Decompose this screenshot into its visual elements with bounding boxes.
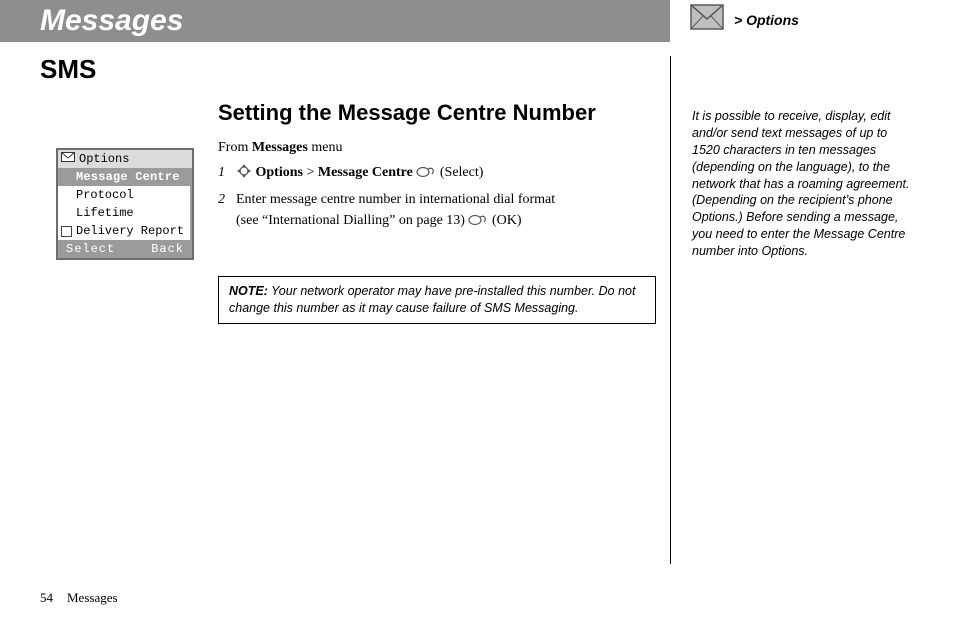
phone-row-label: Message Centre bbox=[76, 170, 180, 184]
footer-section: Messages bbox=[67, 590, 118, 605]
phone-row-selected: Message Centre bbox=[58, 168, 192, 186]
step-1: 1 Options > Message Centre bbox=[218, 162, 658, 187]
section-heading: Setting the Message Centre Number bbox=[218, 100, 596, 126]
page-title: Messages bbox=[40, 4, 183, 38]
ok-action-icon bbox=[416, 165, 436, 187]
step1-tail: (Select) bbox=[436, 165, 483, 180]
intro-line: From Messages menu bbox=[218, 140, 342, 156]
step2-line1: Enter message centre number in internati… bbox=[236, 192, 555, 207]
intro-prefix: From bbox=[218, 140, 252, 155]
step-body: Options > Message Centre (Select) bbox=[236, 162, 658, 187]
phone-row: Lifetime bbox=[58, 204, 192, 222]
steps-list: 1 Options > Message Centre bbox=[218, 162, 658, 237]
softkey-right: Back bbox=[151, 242, 184, 256]
step-number: 2 bbox=[218, 189, 230, 235]
ok-action-icon bbox=[468, 213, 488, 235]
header-breadcrumb-area: > Options bbox=[690, 4, 799, 35]
column-divider bbox=[670, 56, 671, 564]
phone-title: Options bbox=[79, 152, 129, 166]
step1-b2: Message Centre bbox=[318, 165, 413, 180]
sidebar-paragraph: It is possible to receive, display, edit… bbox=[692, 108, 912, 260]
phone-row-label: Delivery Report bbox=[76, 224, 184, 238]
step2-line2a: (see “International Dialling” on page 13… bbox=[236, 213, 468, 228]
softkey-left: Select bbox=[66, 242, 115, 256]
intro-suffix: menu bbox=[308, 140, 343, 155]
phone-softkeys: Select Back bbox=[58, 240, 192, 258]
phone-row: Protocol bbox=[58, 186, 192, 204]
note-text: Your network operator may have pre-insta… bbox=[229, 284, 635, 315]
step1-b1: Options bbox=[256, 165, 303, 180]
step1-sep: > bbox=[303, 165, 318, 180]
note-label: NOTE: bbox=[229, 284, 268, 298]
page: Messages > Options SMS Setting the Messa… bbox=[0, 0, 954, 624]
step-number: 1 bbox=[218, 162, 230, 187]
phone-row-label: Protocol bbox=[76, 188, 134, 202]
phone-row: Delivery Report bbox=[58, 222, 192, 240]
phone-screen-illustration: Options Message Centre Protocol Lifetime… bbox=[56, 148, 194, 260]
header-grey-strip: Messages bbox=[0, 0, 670, 42]
checkbox-icon bbox=[61, 226, 72, 237]
page-number: 54 bbox=[40, 590, 53, 605]
envelope-icon bbox=[690, 4, 724, 35]
header-bar: Messages > Options bbox=[0, 0, 954, 42]
breadcrumb: > Options bbox=[734, 12, 799, 28]
footer: 54 Messages bbox=[40, 590, 118, 606]
step2-line2b: (OK) bbox=[488, 213, 521, 228]
sms-heading: SMS bbox=[40, 54, 96, 85]
nav-icon bbox=[236, 163, 252, 187]
phone-titlebar: Options bbox=[58, 150, 192, 168]
step-body: Enter message centre number in internati… bbox=[236, 189, 658, 235]
note-box: NOTE: Your network operator may have pre… bbox=[218, 276, 656, 324]
step-2: 2 Enter message centre number in interna… bbox=[218, 189, 658, 235]
phone-row-label: Lifetime bbox=[76, 206, 134, 220]
phone-list: Message Centre Protocol Lifetime Deliver… bbox=[58, 168, 192, 240]
intro-bold: Messages bbox=[252, 140, 308, 155]
mini-envelope-icon bbox=[61, 152, 75, 166]
